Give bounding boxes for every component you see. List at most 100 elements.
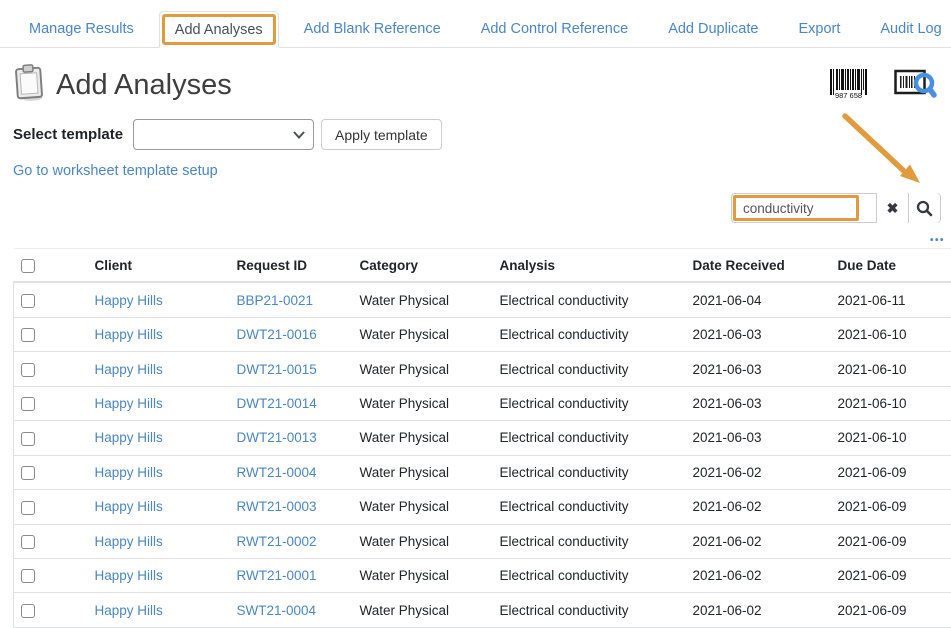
category-cell: Water Physical <box>357 558 497 592</box>
client-cell: Happy Hills <box>92 593 234 627</box>
request-id-link[interactable]: DWT21-0016 <box>237 327 317 342</box>
date-received-cell: 2021-06-04 <box>690 282 835 317</box>
template-row: Select template Apply template <box>0 119 951 150</box>
row-checkbox[interactable] <box>21 569 35 583</box>
row-select-cell <box>14 455 92 489</box>
dots-row: ••• <box>0 230 951 242</box>
worksheet-template-setup-link[interactable]: Go to worksheet template setup <box>13 163 218 179</box>
row-select-cell <box>14 593 92 627</box>
client-link[interactable]: Happy Hills <box>95 430 163 445</box>
col-client: Client <box>92 249 234 283</box>
tab-manage-results[interactable]: Manage Results <box>14 11 149 47</box>
client-link[interactable]: Happy Hills <box>95 327 163 342</box>
date-received-cell: 2021-06-02 <box>690 558 835 592</box>
row-checkbox[interactable] <box>21 604 35 618</box>
barcode-search-icon[interactable] <box>894 67 937 102</box>
request-id-link[interactable]: DWT21-0013 <box>237 430 317 445</box>
client-link[interactable]: Happy Hills <box>95 293 163 308</box>
client-cell: Happy Hills <box>92 524 234 558</box>
row-select-cell <box>14 558 92 592</box>
request-id-cell: RWT21-0004 <box>234 455 357 489</box>
row-checkbox[interactable] <box>21 432 35 446</box>
template-select[interactable] <box>133 119 314 150</box>
request-id-link[interactable]: DWT21-0014 <box>237 396 317 411</box>
tab-export[interactable]: Export <box>783 11 855 47</box>
toggle-columns-button[interactable]: ••• <box>930 235 945 246</box>
due-date-cell: 2021-06-10 <box>835 317 951 351</box>
search-input[interactable] <box>733 195 859 221</box>
request-id-cell: BBP21-0021 <box>234 282 357 317</box>
barcode-value: 987 658 <box>835 91 862 100</box>
date-received-cell: 2021-06-03 <box>690 352 835 386</box>
table-row: Happy Hills RWT21-0001 Water Physical El… <box>14 558 951 592</box>
request-id-cell: RWT21-0001 <box>234 558 357 592</box>
client-link[interactable]: Happy Hills <box>95 534 163 549</box>
tab-add-blank-reference[interactable]: Add Blank Reference <box>289 11 456 47</box>
apply-template-button[interactable]: Apply template <box>321 119 442 150</box>
row-checkbox[interactable] <box>21 501 35 515</box>
tab-add-duplicate[interactable]: Add Duplicate <box>653 11 773 47</box>
table-row: Happy Hills RWT21-0004 Water Physical El… <box>14 455 951 489</box>
select-all-cell <box>14 249 92 283</box>
analysis-cell: Electrical conductivity <box>497 593 690 627</box>
row-select-cell <box>14 386 92 420</box>
request-id-link[interactable]: BBP21-0021 <box>237 293 314 308</box>
request-id-link[interactable]: RWT21-0002 <box>237 534 317 549</box>
row-checkbox[interactable] <box>21 328 35 342</box>
due-date-cell: 2021-06-09 <box>835 593 951 627</box>
row-checkbox[interactable] <box>21 535 35 549</box>
request-id-cell: RWT21-0003 <box>234 490 357 524</box>
row-checkbox[interactable] <box>21 294 35 308</box>
analysis-cell: Electrical conductivity <box>497 386 690 420</box>
tab-add-analyses[interactable]: Add Analyses <box>159 11 279 48</box>
request-id-cell: SWT21-0004 <box>234 593 357 627</box>
client-link[interactable]: Happy Hills <box>95 396 163 411</box>
due-date-cell: 2021-06-09 <box>835 455 951 489</box>
client-cell: Happy Hills <box>92 421 234 455</box>
due-date-cell: 2021-06-10 <box>835 386 951 420</box>
request-id-cell: DWT21-0014 <box>234 386 357 420</box>
category-cell: Water Physical <box>357 352 497 386</box>
tab-audit-log[interactable]: Audit Log <box>865 11 951 47</box>
due-date-cell: 2021-06-11 <box>835 282 951 317</box>
request-id-link[interactable]: RWT21-0004 <box>237 465 317 480</box>
request-id-link[interactable]: RWT21-0003 <box>237 499 317 514</box>
date-received-cell: 2021-06-02 <box>690 524 835 558</box>
category-cell: Water Physical <box>357 455 497 489</box>
request-id-link[interactable]: SWT21-0004 <box>237 603 317 618</box>
search-button[interactable] <box>908 193 940 223</box>
client-link[interactable]: Happy Hills <box>95 499 163 514</box>
analysis-cell: Electrical conductivity <box>497 282 690 317</box>
client-link[interactable]: Happy Hills <box>95 568 163 583</box>
row-checkbox[interactable] <box>21 363 35 377</box>
row-checkbox[interactable] <box>21 397 35 411</box>
date-received-cell: 2021-06-02 <box>690 455 835 489</box>
tab-add-control-reference[interactable]: Add Control Reference <box>466 11 644 47</box>
client-link[interactable]: Happy Hills <box>95 362 163 377</box>
row-select-cell <box>14 317 92 351</box>
row-checkbox[interactable] <box>21 466 35 480</box>
request-id-link[interactable]: DWT21-0015 <box>237 362 317 377</box>
page-header: Add Analyses <box>0 48 951 108</box>
analyses-table-body: Happy Hills BBP21-0021 Water Physical El… <box>14 282 951 627</box>
category-cell: Water Physical <box>357 593 497 627</box>
row-select-cell <box>14 490 92 524</box>
client-link[interactable]: Happy Hills <box>95 603 163 618</box>
row-select-cell <box>14 524 92 558</box>
select-all-checkbox[interactable] <box>21 259 35 273</box>
table-row: Happy Hills RWT21-0002 Water Physical El… <box>14 524 951 558</box>
barcode-icon[interactable]: 987 658 <box>828 67 869 103</box>
col-date-received: Date Received <box>690 249 835 283</box>
clear-search-button[interactable]: ✖ <box>876 193 908 223</box>
client-link[interactable]: Happy Hills <box>95 465 163 480</box>
search-spacer <box>859 194 876 222</box>
row-select-cell <box>14 352 92 386</box>
request-id-link[interactable]: RWT21-0001 <box>237 568 317 583</box>
client-cell: Happy Hills <box>92 490 234 524</box>
table-row: Happy Hills SWT21-0004 Water Physical El… <box>14 593 951 627</box>
table-row: Happy Hills DWT21-0014 Water Physical El… <box>14 386 951 420</box>
row-select-cell <box>14 282 92 317</box>
table-row: Happy Hills DWT21-0016 Water Physical El… <box>14 317 951 351</box>
analysis-cell: Electrical conductivity <box>497 455 690 489</box>
due-date-cell: 2021-06-09 <box>835 524 951 558</box>
